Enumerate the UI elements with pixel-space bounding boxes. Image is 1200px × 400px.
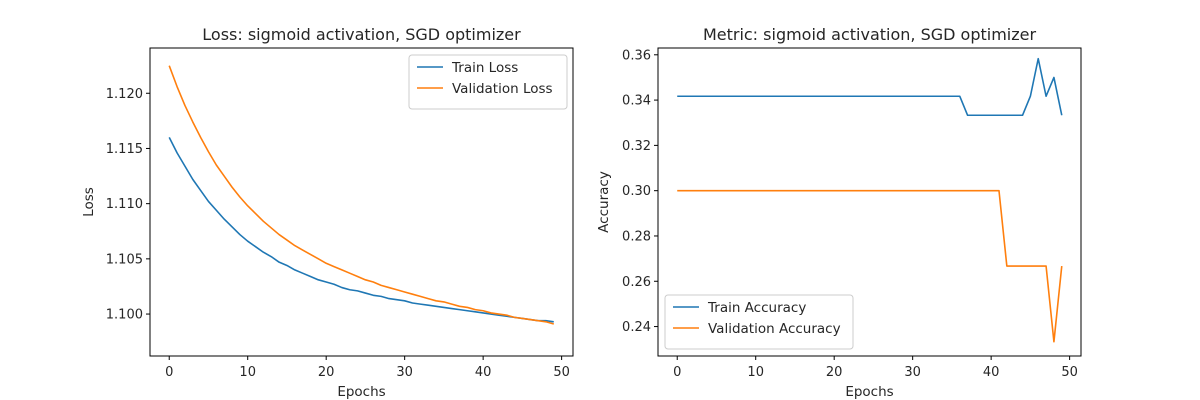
accuracy-chart-ytick-label: 0.28 bbox=[622, 229, 651, 244]
loss-chart-xtick-label: 30 bbox=[396, 365, 413, 380]
accuracy-chart-ticks: 0 10 20 30 40 50 0.24 0.26 0.28 0.30 0.32 0.34 0.36 bbox=[622, 48, 1078, 380]
loss-chart-xtick-label: 0 bbox=[165, 365, 173, 380]
accuracy-chart-xtick-label: 40 bbox=[983, 365, 1000, 380]
accuracy-chart-ytick-label: 0.24 bbox=[622, 320, 651, 335]
accuracy-chart-legend-box bbox=[664, 294, 854, 350]
loss-chart-ytick-label: 1.115 bbox=[106, 142, 143, 157]
accuracy-chart-ytick-label: 0.30 bbox=[622, 184, 651, 199]
accuracy-chart-xtick-label: 10 bbox=[747, 365, 764, 380]
accuracy-chart-ytick-label: 0.26 bbox=[622, 275, 651, 290]
accuracy-chart-ylabel: Accuracy bbox=[596, 171, 612, 233]
accuracy-chart-xtick-label: 30 bbox=[904, 365, 921, 380]
loss-chart-xtick-label: 40 bbox=[475, 365, 492, 380]
accuracy-chart-ytick-label: 0.36 bbox=[622, 48, 651, 63]
loss-chart-ylabel: Loss bbox=[81, 187, 97, 217]
loss-chart-legend-box bbox=[408, 54, 568, 110]
loss-chart-xlabel: Epochs bbox=[337, 384, 385, 400]
accuracy-chart-title: Metric: sigmoid activation, SGD optimize… bbox=[703, 25, 1037, 44]
loss-chart-title: Loss: sigmoid activation, SGD optimizer bbox=[202, 25, 521, 44]
accuracy-chart-series-train-accuracy bbox=[677, 57, 1063, 117]
loss-chart-frame bbox=[149, 47, 574, 357]
loss-chart: Loss: sigmoid activation, SGD optimizer … bbox=[81, 25, 574, 400]
loss-chart-xtick-label: 10 bbox=[239, 365, 256, 380]
accuracy-chart-legend-label: Validation Accuracy bbox=[708, 321, 841, 337]
loss-chart-series-validation-loss bbox=[168, 65, 554, 325]
loss-chart-ytick-label: 1.105 bbox=[106, 252, 143, 267]
loss-chart-series-train-loss bbox=[168, 137, 554, 323]
loss-chart-ytick-label: 1.110 bbox=[106, 197, 143, 212]
accuracy-chart-xlabel: Epochs bbox=[845, 384, 893, 400]
loss-chart-ytick-label: 1.100 bbox=[106, 308, 143, 323]
accuracy-chart-xtick-label: 0 bbox=[673, 365, 681, 380]
accuracy-chart-lines bbox=[677, 57, 1063, 343]
loss-chart-ytick-label: 1.120 bbox=[106, 87, 143, 102]
accuracy-chart-xtick-label: 50 bbox=[1061, 365, 1078, 380]
accuracy-chart-legend-label: Train Accuracy bbox=[707, 300, 806, 316]
accuracy-chart-xtick-label: 20 bbox=[826, 365, 843, 380]
loss-chart-legend-label: Train Loss bbox=[451, 60, 518, 76]
loss-chart-ticks: 0 10 20 30 40 50 1.100 1.105 1.110 1.115 1.120 bbox=[106, 87, 570, 380]
loss-chart-xtick-label: 20 bbox=[318, 365, 335, 380]
accuracy-chart-ytick-label: 0.32 bbox=[622, 139, 651, 154]
accuracy-chart-series-validation-accuracy bbox=[677, 189, 1063, 343]
accuracy-chart-frame bbox=[657, 47, 1082, 357]
loss-chart-lines bbox=[168, 65, 554, 325]
loss-chart-legend-label: Validation Loss bbox=[452, 81, 553, 97]
accuracy-chart-legend: Train Accuracy Validation Accuracy bbox=[664, 294, 854, 350]
loss-chart-xtick-label: 50 bbox=[553, 365, 570, 380]
loss-chart-legend: Train Loss Validation Loss bbox=[408, 54, 568, 110]
accuracy-chart: Metric: sigmoid activation, SGD optimize… bbox=[596, 25, 1082, 400]
accuracy-chart-ytick-label: 0.34 bbox=[622, 94, 651, 109]
